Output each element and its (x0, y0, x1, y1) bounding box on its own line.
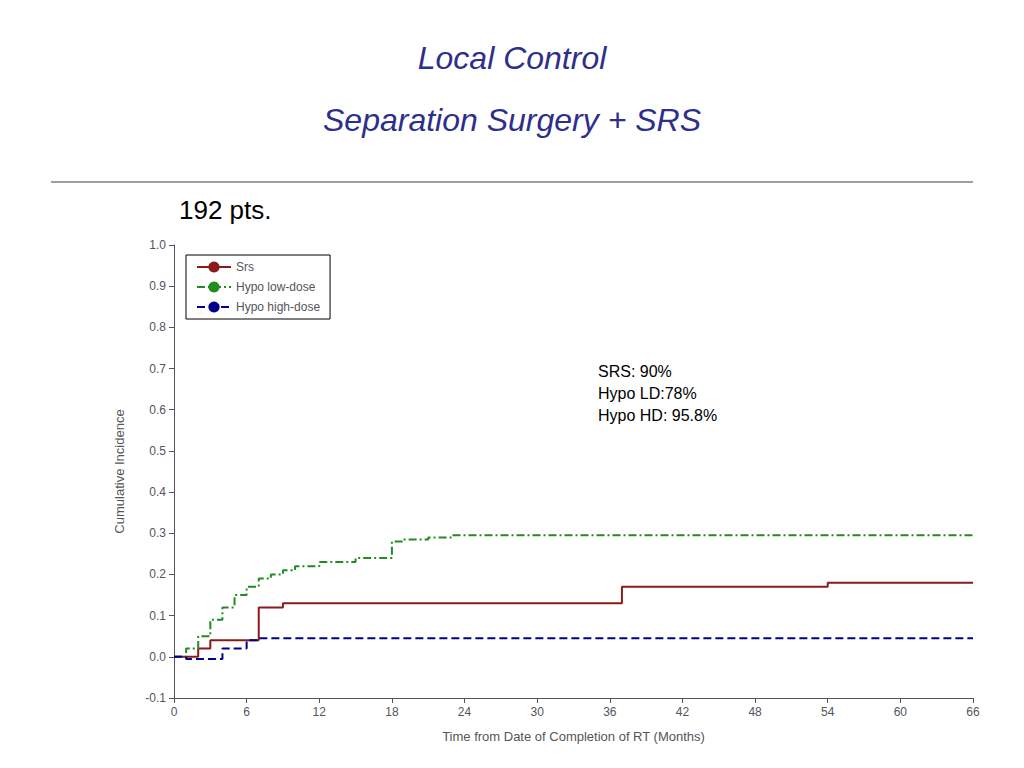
svg-text:0.4: 0.4 (149, 485, 166, 499)
svg-text:12: 12 (313, 705, 327, 719)
svg-text:0.1: 0.1 (149, 609, 166, 623)
svg-text:0.7: 0.7 (149, 362, 166, 376)
svg-text:36: 36 (603, 705, 617, 719)
svg-text:0.6: 0.6 (149, 403, 166, 417)
svg-text:0.8: 0.8 (149, 320, 166, 334)
svg-text:-0.1: -0.1 (145, 691, 166, 705)
svg-text:60: 60 (894, 705, 908, 719)
svg-text:1.0: 1.0 (149, 238, 166, 252)
svg-text:0: 0 (171, 705, 178, 719)
svg-text:Separation Surgery + SRS: Separation Surgery + SRS (323, 102, 701, 138)
svg-text:66: 66 (966, 705, 980, 719)
svg-text:Hypo LD:78%: Hypo LD:78% (598, 385, 697, 402)
svg-text:Hypo high-dose: Hypo high-dose (236, 300, 320, 314)
svg-text:Hypo low-dose: Hypo low-dose (236, 280, 316, 294)
svg-text:192 pts.: 192 pts. (179, 195, 272, 225)
svg-text:Hypo HD: 95.8%: Hypo HD: 95.8% (598, 407, 717, 424)
svg-text:48: 48 (748, 705, 762, 719)
svg-text:30: 30 (531, 705, 545, 719)
svg-text:0.9: 0.9 (149, 279, 166, 293)
svg-text:18: 18 (385, 705, 399, 719)
svg-text:Srs: Srs (236, 260, 254, 274)
svg-text:Time from Date of Completion o: Time from Date of Completion of RT (Mont… (442, 729, 705, 744)
svg-text:Local Control: Local Control (418, 40, 607, 76)
svg-text:0.3: 0.3 (149, 526, 166, 540)
svg-text:Cumulative Incidence: Cumulative Incidence (112, 409, 127, 533)
svg-text:54: 54 (821, 705, 835, 719)
svg-text:42: 42 (676, 705, 690, 719)
svg-text:6: 6 (243, 705, 250, 719)
svg-text:24: 24 (458, 705, 472, 719)
svg-text:0.0: 0.0 (149, 650, 166, 664)
svg-text:0.5: 0.5 (149, 444, 166, 458)
svg-text:0.2: 0.2 (149, 567, 166, 581)
svg-text:SRS: 90%: SRS: 90% (598, 363, 672, 380)
